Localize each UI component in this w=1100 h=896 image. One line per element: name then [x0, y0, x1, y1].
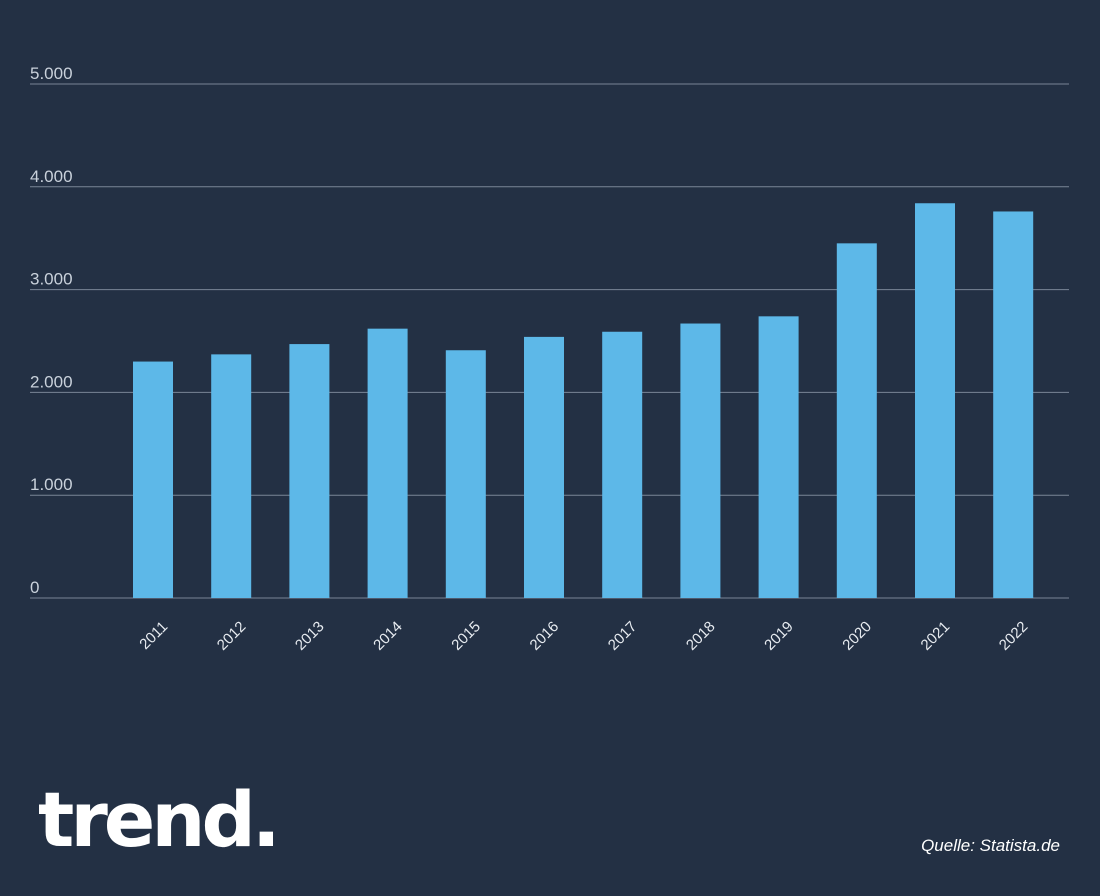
- x-tick-label: 2014: [370, 618, 406, 654]
- y-tick-label: 1.000: [30, 475, 73, 494]
- trend-logo: trend.: [38, 775, 281, 864]
- x-tick-label: 2021: [918, 618, 954, 654]
- x-tick-label: 2017: [605, 618, 641, 654]
- x-tick-label: 2019: [761, 618, 797, 654]
- bar-2021: [915, 203, 955, 599]
- bar-2022: [993, 211, 1034, 599]
- y-tick-label: 4.000: [30, 167, 73, 186]
- bar-2011: [133, 361, 173, 598]
- bar-2017: [602, 331, 643, 598]
- x-tick-label: 2012: [214, 618, 250, 654]
- y-tick-label: 5.000: [30, 64, 73, 83]
- x-tick-label: 2015: [448, 618, 484, 654]
- bar-2020: [836, 243, 877, 598]
- x-tick-label: 2018: [683, 618, 719, 654]
- bar-chart: 0 1.000 2.000 3.000 4.000 5.000 2011 2012 2013 20…: [30, 64, 1069, 654]
- source-label: Quelle: Statista.de: [921, 836, 1060, 855]
- x-tick-label: 2013: [292, 618, 328, 654]
- bar-2016: [524, 336, 564, 598]
- bar-2018: [680, 323, 721, 598]
- x-tick-label: 2022: [996, 618, 1032, 654]
- y-tick-label: 2.000: [30, 372, 73, 391]
- bar-2014: [367, 328, 408, 598]
- bar-2015: [445, 350, 486, 598]
- bar-2019: [758, 316, 799, 598]
- y-tick-label: 3.000: [30, 270, 73, 289]
- y-tick-label: 0: [30, 578, 39, 597]
- bar-2013: [289, 344, 330, 598]
- x-tick-label: 2020: [839, 618, 875, 654]
- x-tick-label: 2011: [136, 618, 171, 653]
- x-tick-label: 2016: [527, 618, 563, 654]
- bar-2012: [211, 354, 252, 598]
